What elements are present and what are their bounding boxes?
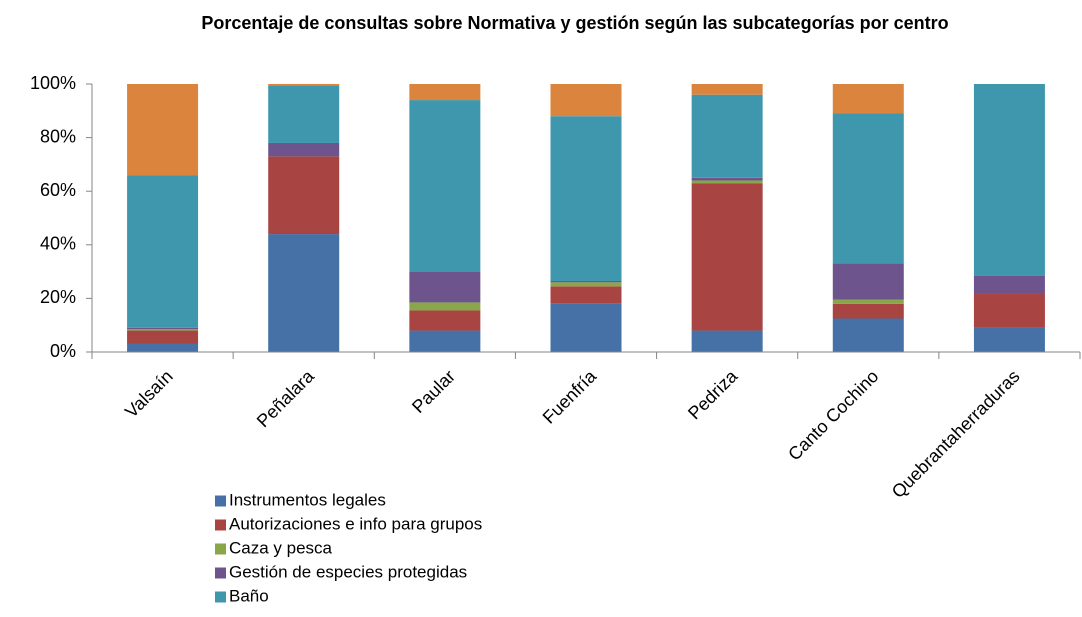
legend-swatch: [215, 543, 226, 555]
bar-segment: [409, 271, 481, 303]
bar-segment: [691, 180, 763, 184]
bar-segment: [691, 330, 763, 352]
legend-label: Gestión de especies protegidas: [229, 562, 467, 581]
bar-segment: [127, 84, 199, 176]
bar-segment: [550, 286, 622, 304]
x-tick-label: Paular: [408, 366, 459, 417]
bar-segment: [973, 84, 1045, 276]
bar-segment: [268, 85, 340, 143]
bar-segment: [832, 303, 904, 319]
bar-segment: [127, 329, 199, 331]
y-tick-label: 0%: [50, 341, 76, 361]
bar-segment: [409, 84, 481, 101]
bar-segment: [127, 175, 199, 328]
bar-segment: [268, 142, 340, 157]
bar-segment: [409, 310, 481, 331]
bar-segment: [973, 275, 1045, 294]
bar-segment: [691, 84, 763, 95]
bar-segment: [832, 299, 904, 304]
legend-label: Instrumentos legales: [229, 490, 386, 509]
legend-swatch: [215, 495, 226, 507]
legend-label: Autorizaciones e info para grupos: [229, 514, 482, 533]
x-tick-label: Canto Cochino: [784, 366, 882, 464]
bar-segment: [550, 303, 622, 352]
bar-segment: [832, 263, 904, 300]
bar-segment: [832, 113, 904, 264]
bar-segment: [127, 343, 199, 352]
x-tick-label: Quebrantaherraduras: [888, 366, 1024, 502]
bar-segment: [409, 302, 481, 311]
y-tick-label: 40%: [40, 234, 76, 254]
legend-swatch: [215, 591, 226, 603]
x-tick-label: Pedriza: [684, 365, 742, 423]
legend-label: Caza y pesca: [229, 538, 333, 557]
y-tick-label: 60%: [40, 180, 76, 200]
bar-segment: [127, 327, 199, 330]
bar-segment: [409, 330, 481, 352]
bar-segment: [691, 183, 763, 331]
bar-segment: [268, 234, 340, 352]
bar-segment: [268, 84, 340, 86]
legend-label: Baño: [229, 586, 269, 605]
bar-segment: [550, 280, 622, 283]
bar-segment: [832, 318, 904, 352]
bar-segment: [550, 282, 622, 287]
bar-segment: [550, 116, 622, 281]
y-tick-label: 100%: [30, 73, 76, 93]
bar-segment: [127, 330, 199, 344]
x-tick-label: Peñalara: [253, 365, 319, 431]
legend-swatch: [215, 519, 226, 531]
bar-segment: [550, 84, 622, 117]
x-tick-label: Valsaín: [121, 366, 177, 422]
bar-segment: [832, 84, 904, 114]
chart-title: Porcentaje de consultas sobre Normativa …: [201, 13, 949, 33]
y-tick-label: 80%: [40, 126, 76, 146]
x-tick-label: Fuenfría: [539, 365, 601, 427]
bar-segment: [268, 156, 340, 235]
legend-swatch: [215, 567, 226, 579]
bar-segment: [409, 100, 481, 272]
bar-segment: [973, 327, 1045, 352]
bar-segment: [691, 177, 763, 181]
bar-segment: [973, 293, 1045, 328]
bar-segment: [691, 94, 763, 178]
y-tick-label: 20%: [40, 287, 76, 307]
